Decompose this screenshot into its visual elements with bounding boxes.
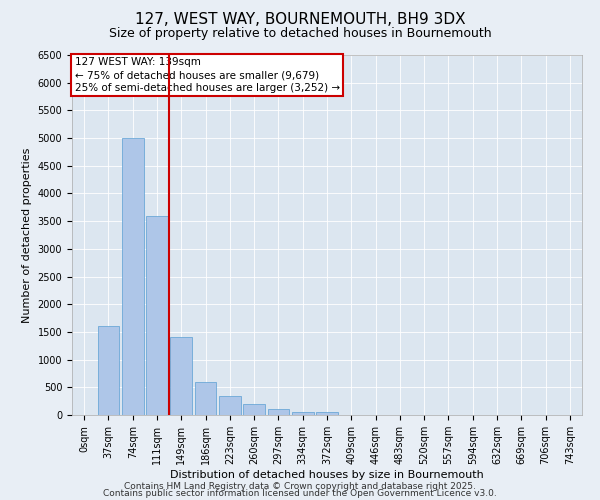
Bar: [194, 382, 217, 415]
Y-axis label: Number of detached properties: Number of detached properties: [22, 148, 32, 322]
Bar: [316, 412, 338, 415]
Bar: [292, 412, 314, 415]
Text: Size of property relative to detached houses in Bournemouth: Size of property relative to detached ho…: [109, 28, 491, 40]
Bar: [97, 326, 119, 415]
Bar: [146, 216, 168, 415]
Text: 127 WEST WAY: 139sqm
← 75% of detached houses are smaller (9,679)
25% of semi-de: 127 WEST WAY: 139sqm ← 75% of detached h…: [74, 57, 340, 93]
X-axis label: Distribution of detached houses by size in Bournemouth: Distribution of detached houses by size …: [170, 470, 484, 480]
Bar: [268, 409, 289, 415]
Bar: [170, 338, 192, 415]
Bar: [122, 138, 143, 415]
Text: Contains public sector information licensed under the Open Government Licence v3: Contains public sector information licen…: [103, 490, 497, 498]
Text: 127, WEST WAY, BOURNEMOUTH, BH9 3DX: 127, WEST WAY, BOURNEMOUTH, BH9 3DX: [134, 12, 466, 28]
Text: Contains HM Land Registry data © Crown copyright and database right 2025.: Contains HM Land Registry data © Crown c…: [124, 482, 476, 491]
Bar: [219, 396, 241, 415]
Bar: [243, 404, 265, 415]
